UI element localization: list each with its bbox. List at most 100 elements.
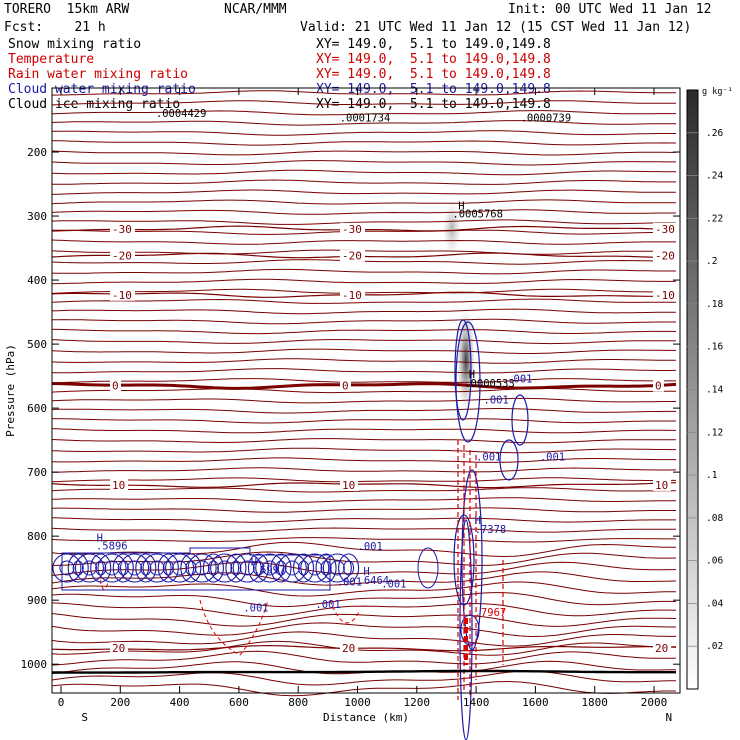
- isotherm-line: [51, 209, 676, 215]
- forecast-hour: Fcst: 21 h: [4, 20, 106, 35]
- rain-contour: [329, 599, 361, 624]
- isotherm-label: 0: [342, 380, 349, 393]
- isotherm-line: [51, 537, 676, 543]
- model-name: TORERO 15km ARW: [4, 2, 130, 17]
- isotherm-label: -30: [655, 223, 675, 236]
- y-axis-label: Pressure (hPa): [4, 344, 17, 437]
- field-xy-rain: XY= 149.0, 5.1 to 149.0,149.8: [316, 67, 551, 82]
- high-marker: H: [363, 566, 369, 578]
- cloud-water-contour: [180, 553, 202, 583]
- cloud-water-contour: [239, 560, 255, 576]
- x-tick-label: 1200: [404, 696, 431, 709]
- cloud-water-contour: [511, 394, 529, 446]
- cloud-water-contour: [72, 560, 84, 576]
- cloud-water-contour: [117, 560, 129, 576]
- colorbar-tick-label: .02: [706, 641, 723, 652]
- cloud-water-contour: [277, 553, 307, 583]
- isotherm-line: [51, 140, 676, 146]
- isotherm-line: [51, 457, 676, 463]
- colorbar-tick-label: .18: [706, 299, 723, 310]
- cloud-water-contour: [230, 560, 242, 576]
- cloud-water-contour: [59, 560, 75, 576]
- isotherm-line: [51, 169, 676, 176]
- isotherm-label-bg: [653, 249, 678, 262]
- contour-annotation: .001: [476, 452, 501, 464]
- isotherm-line: [51, 670, 676, 686]
- cloud-water-contour: [270, 553, 292, 583]
- x-tick-label: 0: [58, 696, 65, 709]
- cloud-water-contour: [127, 560, 143, 576]
- cloud-water-contour: [217, 560, 233, 576]
- isotherm-label: -20: [112, 250, 132, 263]
- cloud-water-contour: [149, 560, 165, 576]
- cloud-water-contour: [338, 553, 360, 583]
- contour-annotation: .0001734: [340, 112, 391, 124]
- isotherm-line: [51, 438, 676, 444]
- cloud-water-contour: [135, 553, 157, 583]
- high-marker: H: [458, 201, 464, 213]
- isotherm-label: 10: [112, 479, 125, 492]
- isotherm-line: [51, 358, 676, 364]
- cloud-water-contour: [343, 560, 355, 576]
- isotherm-label-bg: [653, 379, 664, 392]
- isotherm-label-bg: [110, 222, 135, 235]
- cloud-band-outline: [61, 547, 331, 591]
- high-marker: H: [251, 557, 257, 569]
- contour-annotation: .001: [484, 395, 509, 407]
- x-end-label-left: S: [81, 711, 88, 724]
- y-tick-label: 800: [27, 530, 47, 543]
- cloud-water-contour: [157, 553, 179, 583]
- isotherm-label-bg: [340, 222, 365, 235]
- isotherm-line: [51, 278, 677, 285]
- isotherm-line: [51, 592, 677, 608]
- cloud-water-contour: [140, 560, 152, 576]
- isotherm-line: [51, 378, 676, 384]
- isotherm-line: [51, 640, 677, 656]
- contour-annotation: .0000533: [464, 378, 515, 390]
- cloud-water-contour: [417, 547, 439, 589]
- cloud-water-contour: [67, 553, 89, 583]
- isotherm-line: [51, 631, 676, 647]
- contour-annotation: .001: [540, 452, 565, 464]
- isotherm-line: [51, 613, 677, 627]
- cloud-water-contour: [172, 560, 188, 576]
- isotherm-line: [51, 110, 676, 116]
- contour-annotation: .001: [243, 603, 268, 615]
- colorbar-tick-label: .16: [706, 342, 723, 353]
- colorbar-tick-label: .22: [706, 213, 723, 224]
- cloud-water-contour: [459, 519, 473, 740]
- isotherm-line: [51, 268, 676, 275]
- contour-annotation: .5896: [96, 541, 128, 553]
- isotherm-label-bg: [340, 288, 365, 301]
- isotherm-line: [51, 477, 676, 483]
- isotherm-label: 0: [112, 380, 119, 393]
- isotherm-line: [51, 348, 676, 354]
- cloud-water-contour: [119, 553, 150, 583]
- isotherm-label-bg: [653, 478, 671, 491]
- isotherm-label-bg: [653, 642, 671, 655]
- y-tick-label: 200: [27, 146, 47, 159]
- cloud-water-contour: [298, 560, 310, 576]
- isotherm-label-bg: [653, 222, 678, 235]
- cloud-water-contour: [162, 560, 174, 576]
- colorbar-tick-label: .04: [706, 598, 723, 609]
- x-tick-label: 200: [110, 696, 130, 709]
- y-tick-label: 600: [27, 402, 47, 415]
- x-tick-label: 800: [288, 696, 308, 709]
- y-tick-label: 500: [27, 338, 47, 351]
- isotherm-line: [51, 447, 676, 454]
- cloud-water-contour: [454, 319, 472, 421]
- isotherm-line: [51, 150, 676, 156]
- isotherm-line: [51, 130, 676, 136]
- isotherm-20: [51, 644, 677, 652]
- isotherm-label: -20: [655, 250, 675, 263]
- contour-annotation: .001: [507, 373, 532, 385]
- field-xy-temperature: XY= 149.0, 5.1 to 149.0,149.8: [316, 52, 551, 67]
- isotherm-line: [51, 527, 676, 533]
- contour-annotation: .001: [337, 576, 362, 588]
- cloud-water-contour: [292, 553, 315, 583]
- isotherm-label: -10: [655, 289, 675, 302]
- isotherm-label: -20: [342, 250, 362, 263]
- colorbar-tick-label: .2: [706, 256, 717, 267]
- isotherm-label-bg: [340, 478, 358, 491]
